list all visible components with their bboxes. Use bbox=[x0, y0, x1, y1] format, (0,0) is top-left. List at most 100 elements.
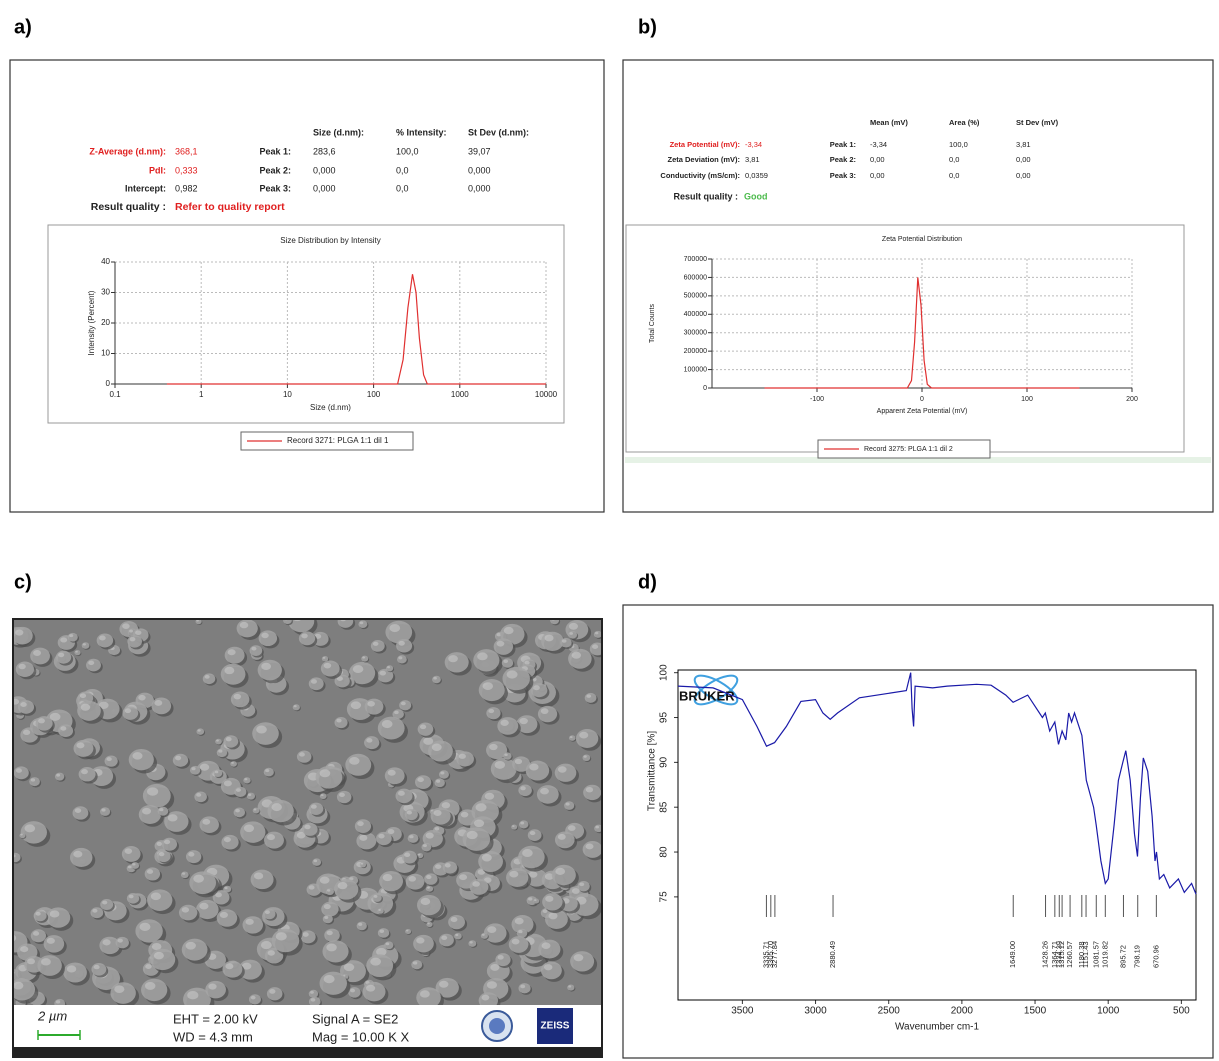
sem-particle-highlight bbox=[409, 835, 414, 839]
y-tick-label: 400000 bbox=[684, 311, 707, 318]
decor-band bbox=[625, 457, 1211, 463]
quality-label: Result quality : bbox=[673, 191, 738, 201]
sem-particle-highlight bbox=[293, 705, 297, 708]
panel-frame bbox=[622, 59, 1214, 513]
sem-particle-highlight bbox=[310, 998, 316, 1002]
sem-particle-highlight bbox=[227, 649, 236, 656]
x-tick-label: 100 bbox=[1021, 396, 1033, 403]
sem-particle bbox=[199, 816, 219, 833]
sem-particle-highlight bbox=[308, 885, 315, 890]
sem-particle-highlight bbox=[323, 662, 332, 669]
sem-particle bbox=[224, 646, 245, 664]
sem-particle bbox=[263, 767, 274, 777]
sem-particle bbox=[518, 983, 531, 994]
summary-label: Conductivity (mS/cm): bbox=[660, 171, 740, 180]
sem-particle-highlight bbox=[181, 907, 190, 913]
sem-particle-highlight bbox=[569, 632, 574, 635]
sem-info: EHT = 2.00 kV bbox=[173, 1011, 258, 1026]
sem-particle bbox=[405, 929, 412, 935]
sem-particle bbox=[337, 620, 354, 628]
sem-particle-highlight bbox=[79, 693, 87, 699]
sem-particle bbox=[439, 933, 454, 947]
sem-particle-highlight bbox=[114, 985, 125, 994]
sem-particle-highlight bbox=[185, 941, 196, 950]
sem-particle bbox=[568, 735, 576, 741]
sem-particle-highlight bbox=[254, 872, 264, 880]
sem-particle-highlight bbox=[433, 810, 442, 817]
sem-particle-highlight bbox=[469, 941, 473, 944]
x-tick-label: 1500 bbox=[1024, 1006, 1047, 1017]
sem-particle-highlight bbox=[102, 939, 111, 946]
sem-particle-highlight bbox=[322, 656, 326, 659]
sem-particle bbox=[379, 871, 404, 892]
column-header: St Dev (d.nm): bbox=[468, 127, 529, 137]
peak-value: 283,6 bbox=[313, 146, 336, 156]
sem-particle-highlight bbox=[373, 894, 378, 898]
sem-particle-highlight bbox=[477, 869, 486, 875]
sem-particle bbox=[91, 962, 107, 976]
sem-particle bbox=[361, 655, 369, 662]
y-tick-label: 90 bbox=[659, 756, 670, 768]
sem-particle bbox=[404, 809, 418, 821]
sem-particle bbox=[554, 831, 575, 849]
sem-particle-highlight bbox=[394, 710, 399, 715]
sem-particle-highlight bbox=[366, 738, 373, 743]
sem-particle-highlight bbox=[182, 872, 186, 875]
sem-particle bbox=[480, 932, 488, 939]
sem-particle bbox=[377, 716, 405, 740]
sem-particle bbox=[35, 716, 53, 731]
sem-particle-highlight bbox=[20, 702, 27, 707]
sem-particle-highlight bbox=[427, 922, 430, 925]
sem-particle-highlight bbox=[579, 882, 585, 887]
y-axis-label: Total Counts bbox=[649, 304, 656, 343]
sem-particle-highlight bbox=[80, 703, 91, 711]
peak-label: 895.72 bbox=[1118, 945, 1127, 968]
sem-particle bbox=[115, 936, 129, 949]
sem-particle bbox=[334, 878, 359, 900]
legend-box bbox=[817, 439, 991, 459]
sem-particle-highlight bbox=[135, 630, 142, 636]
sem-particle-highlight bbox=[475, 803, 487, 812]
x-tick-label: 200 bbox=[1126, 396, 1138, 403]
sem-particle bbox=[140, 978, 168, 1002]
peak-label: Peak 3: bbox=[830, 171, 856, 180]
sem-particle bbox=[20, 821, 47, 844]
sem-particle-highlight bbox=[60, 637, 68, 643]
chart-title: Zeta Potential Distribution bbox=[882, 236, 962, 243]
sem-particle-highlight bbox=[253, 808, 257, 811]
scale-label: 2 µm bbox=[37, 1008, 67, 1023]
legend-label: Record 3271: PLGA 1:1 dil 1 bbox=[287, 436, 389, 445]
sem-particle bbox=[386, 665, 394, 672]
sem-particle-highlight bbox=[164, 839, 171, 845]
x-tick-label: 0 bbox=[920, 396, 924, 403]
y-tick-label: 20 bbox=[101, 318, 110, 327]
sem-particle-highlight bbox=[435, 864, 442, 869]
sem-particle-highlight bbox=[359, 621, 364, 625]
sem-particle-highlight bbox=[412, 961, 418, 965]
legend-box bbox=[240, 431, 414, 451]
sem-particle bbox=[432, 675, 441, 684]
y-tick-label: 30 bbox=[101, 288, 110, 297]
sem-particle bbox=[530, 683, 548, 698]
sem-particle bbox=[126, 893, 140, 904]
sem-particle bbox=[194, 791, 207, 803]
sem-particle-highlight bbox=[544, 964, 553, 971]
sem-particle-highlight bbox=[310, 990, 314, 994]
peak-value: 0,00 bbox=[870, 171, 885, 180]
sem-particle-highlight bbox=[224, 837, 231, 843]
sem-particle-highlight bbox=[310, 804, 317, 809]
sem-particle-highlight bbox=[585, 786, 594, 793]
sem-particle-highlight bbox=[235, 808, 240, 813]
sem-particle-highlight bbox=[459, 874, 468, 881]
sem-particle bbox=[593, 630, 601, 638]
sem-particle bbox=[86, 658, 101, 672]
sem-particle bbox=[354, 819, 372, 833]
panel-label: b) bbox=[638, 16, 657, 38]
sem-particle-highlight bbox=[561, 639, 567, 643]
zeiss-logo bbox=[537, 1008, 573, 1044]
sem-particle bbox=[486, 707, 501, 720]
sem-particle bbox=[46, 907, 71, 928]
sem-particle bbox=[96, 633, 114, 648]
sem-particle bbox=[542, 893, 563, 911]
sem-particle-highlight bbox=[381, 720, 393, 729]
